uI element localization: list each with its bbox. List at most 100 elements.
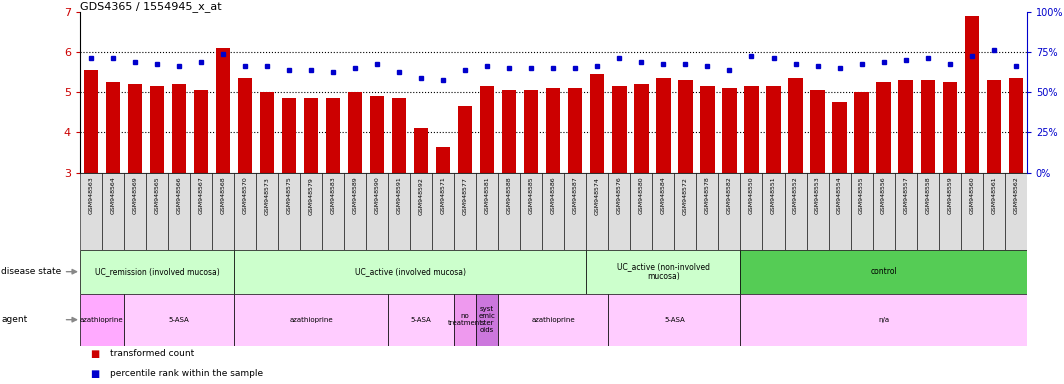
Text: GSM948585: GSM948585 — [529, 177, 534, 214]
Text: GSM948569: GSM948569 — [132, 177, 137, 214]
Bar — [697, 173, 718, 250]
Bar — [234, 250, 586, 294]
Bar — [392, 98, 406, 173]
Text: azathioprine: azathioprine — [80, 317, 123, 323]
Text: GSM948583: GSM948583 — [331, 177, 335, 214]
Bar — [652, 173, 675, 250]
Bar — [300, 173, 322, 250]
Bar — [872, 173, 895, 250]
Bar — [477, 173, 498, 250]
Text: GSM948555: GSM948555 — [859, 177, 864, 214]
Text: GDS4365 / 1554945_x_at: GDS4365 / 1554945_x_at — [80, 1, 221, 12]
Bar — [388, 173, 410, 250]
Text: GSM948591: GSM948591 — [397, 177, 401, 214]
Bar — [1009, 78, 1023, 173]
Bar — [189, 173, 212, 250]
Bar — [656, 78, 670, 173]
Text: GSM948566: GSM948566 — [177, 177, 181, 214]
Bar — [877, 82, 891, 173]
Text: GSM948575: GSM948575 — [286, 177, 292, 214]
Text: GSM948580: GSM948580 — [638, 177, 644, 214]
Text: ■: ■ — [90, 349, 100, 359]
Bar — [432, 173, 454, 250]
Bar — [741, 173, 763, 250]
Bar — [498, 294, 609, 346]
Bar — [322, 173, 344, 250]
Text: GSM948565: GSM948565 — [154, 177, 160, 214]
Bar — [788, 78, 802, 173]
Bar — [722, 88, 736, 173]
Text: UC_active (involved mucosa): UC_active (involved mucosa) — [354, 267, 466, 276]
Bar — [216, 48, 230, 173]
Bar — [807, 173, 829, 250]
Bar — [763, 173, 784, 250]
Bar — [84, 70, 98, 173]
Text: GSM948574: GSM948574 — [595, 177, 600, 215]
Text: GSM948581: GSM948581 — [485, 177, 489, 214]
Bar — [568, 88, 582, 173]
Text: GSM948556: GSM948556 — [881, 177, 886, 214]
Bar — [454, 173, 477, 250]
Text: GSM948579: GSM948579 — [309, 177, 314, 215]
Bar — [784, 173, 807, 250]
Text: GSM948551: GSM948551 — [771, 177, 776, 214]
Bar — [102, 173, 123, 250]
Bar — [938, 173, 961, 250]
Bar — [586, 173, 609, 250]
Bar — [234, 294, 388, 346]
Bar — [1004, 173, 1027, 250]
Text: GSM948570: GSM948570 — [243, 177, 248, 214]
Text: UC_active (non-involved
mucosa): UC_active (non-involved mucosa) — [617, 262, 710, 281]
Bar — [278, 173, 300, 250]
Bar — [829, 173, 850, 250]
Bar — [304, 98, 318, 173]
Bar — [678, 80, 693, 173]
Text: GSM948561: GSM948561 — [992, 177, 996, 214]
Bar — [80, 173, 102, 250]
Bar — [366, 173, 388, 250]
Bar — [917, 173, 938, 250]
Text: GSM948564: GSM948564 — [111, 177, 115, 214]
Text: GSM948590: GSM948590 — [375, 177, 380, 214]
Bar — [128, 84, 142, 173]
Text: UC_remission (involved mucosa): UC_remission (involved mucosa) — [95, 267, 219, 276]
Text: 5-ASA: 5-ASA — [168, 317, 189, 323]
Bar — [234, 173, 256, 250]
Bar — [612, 86, 627, 173]
Text: GSM948592: GSM948592 — [418, 177, 423, 215]
Bar — [564, 173, 586, 250]
Bar — [344, 173, 366, 250]
Bar — [630, 173, 652, 250]
Bar — [741, 294, 1027, 346]
Text: azathioprine: azathioprine — [531, 317, 576, 323]
Text: transformed count: transformed count — [110, 349, 194, 358]
Text: 5-ASA: 5-ASA — [664, 317, 685, 323]
Text: GSM948571: GSM948571 — [440, 177, 446, 214]
Bar — [634, 84, 649, 173]
Bar — [766, 86, 781, 173]
Bar — [326, 98, 340, 173]
Bar — [212, 173, 234, 250]
Text: GSM948552: GSM948552 — [793, 177, 798, 214]
Text: GSM948553: GSM948553 — [815, 177, 820, 214]
Text: GSM948584: GSM948584 — [661, 177, 666, 214]
Text: GSM948589: GSM948589 — [352, 177, 358, 214]
Bar — [414, 128, 429, 173]
Bar — [146, 173, 168, 250]
Text: GSM948554: GSM948554 — [837, 177, 842, 214]
Bar — [961, 173, 983, 250]
Bar — [745, 86, 759, 173]
Bar — [832, 102, 847, 173]
Text: GSM948578: GSM948578 — [705, 177, 710, 214]
Bar — [609, 173, 630, 250]
Bar — [123, 173, 146, 250]
Bar — [238, 78, 252, 173]
Bar — [943, 82, 957, 173]
Bar — [388, 294, 454, 346]
Bar — [718, 173, 741, 250]
Bar — [498, 173, 520, 250]
Bar — [480, 86, 495, 173]
Text: GSM948559: GSM948559 — [947, 177, 952, 214]
Text: GSM948562: GSM948562 — [1013, 177, 1018, 214]
Bar — [543, 173, 564, 250]
